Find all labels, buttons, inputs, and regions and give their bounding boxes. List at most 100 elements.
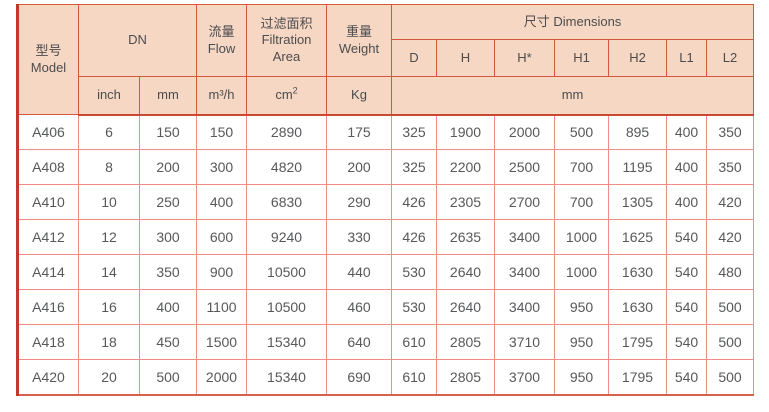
- cell-area: 4820: [246, 149, 327, 185]
- cell-flow: 900: [196, 254, 247, 290]
- cell-dim-h1: 700: [554, 149, 609, 185]
- cell-dn-mm: 400: [139, 289, 197, 325]
- header-flow-zh: 流量: [208, 24, 235, 40]
- header-model: 型号 Model: [17, 4, 79, 115]
- cell-dim-h1: 950: [554, 359, 609, 395]
- cell-dim-d: 530: [391, 254, 437, 290]
- header-filtration-zh: 过滤面积: [260, 16, 313, 32]
- cell-dim-h: 2640: [436, 289, 495, 325]
- header-weight-zh: 重量: [345, 24, 372, 40]
- table-row: A414 14 350 900 10500 440 530 2640 3400 …: [17, 254, 755, 290]
- cell-weight: 640: [326, 324, 392, 360]
- model-cell: A414: [17, 254, 79, 290]
- header-model-en: Model: [30, 59, 67, 75]
- cell-dim-d: 530: [391, 289, 437, 325]
- cell-dim-d: 610: [391, 359, 437, 395]
- cell-flow: 400: [196, 184, 247, 220]
- cell-flow: 1500: [196, 324, 247, 360]
- cell-dn-mm: 250: [139, 184, 197, 220]
- header-dim-hstar: H*: [494, 39, 555, 77]
- header-dim-d: D: [391, 39, 437, 77]
- header-dim-l1: L1: [666, 39, 707, 77]
- table-row: A410 10 250 400 6830 290 426 2305 2700 7…: [17, 184, 755, 220]
- cell-dim-h2: 1625: [608, 219, 667, 255]
- cell-dim-l1: 540: [666, 324, 707, 360]
- cell-dim-l1: 540: [666, 289, 707, 325]
- unit-area-sup: 2: [292, 85, 298, 96]
- header-filtration-area: 过滤面积 Filtration Area: [246, 4, 327, 77]
- cell-dn-inch: 18: [78, 324, 140, 360]
- model-cell: A410: [17, 184, 79, 220]
- cell-dn-mm: 500: [139, 359, 197, 395]
- cell-dim-hstar: 2700: [494, 184, 555, 220]
- cell-dn-inch: 8: [78, 149, 140, 185]
- spec-table-container: 型号 Model DN 流量 Flow 过滤面积 Filtration Area…: [16, 4, 755, 396]
- cell-dn-mm: 150: [139, 114, 197, 150]
- header-model-zh: 型号: [35, 43, 62, 59]
- cell-dim-hstar: 3400: [494, 254, 555, 290]
- cell-dim-h2: 1305: [608, 184, 667, 220]
- cell-dim-h: 2640: [436, 254, 495, 290]
- cell-area: 10500: [246, 289, 327, 325]
- cell-dim-h: 2805: [436, 359, 495, 395]
- cell-flow: 150: [196, 114, 247, 150]
- cell-weight: 440: [326, 254, 392, 290]
- cell-dim-h: 2635: [436, 219, 495, 255]
- cell-dim-hstar: 2000: [494, 114, 555, 150]
- unit-dn-inch: inch: [78, 76, 140, 116]
- cell-dim-l1: 540: [666, 254, 707, 290]
- cell-dim-h1: 1000: [554, 219, 609, 255]
- filter-spec-table: 型号 Model DN 流量 Flow 过滤面积 Filtration Area…: [16, 4, 755, 396]
- cell-flow: 600: [196, 219, 247, 255]
- unit-weight: Kg: [326, 76, 392, 116]
- header-dimensions: 尺寸 Dimensions: [390, 4, 755, 40]
- header-flow: 流量 Flow: [196, 4, 247, 77]
- cell-area: 15340: [246, 324, 327, 360]
- cell-flow: 1100: [196, 289, 247, 325]
- cell-dn-mm: 450: [139, 324, 197, 360]
- table-row: A408 8 200 300 4820 200 325 2200 2500 70…: [17, 149, 755, 185]
- cell-dim-d: 325: [391, 114, 437, 150]
- cell-area: 6830: [246, 184, 327, 220]
- unit-dimensions: mm: [390, 76, 755, 116]
- cell-dim-h: 2200: [436, 149, 495, 185]
- cell-dn-mm: 200: [139, 149, 197, 185]
- cell-dim-h: 2305: [436, 184, 495, 220]
- cell-dim-hstar: 3400: [494, 289, 555, 325]
- cell-area: 10500: [246, 254, 327, 290]
- header-flow-en: Flow: [207, 40, 236, 56]
- table-row: A416 16 400 1100 10500 460 530 2640 3400…: [17, 289, 755, 325]
- cell-area: 9240: [246, 219, 327, 255]
- cell-dim-l2: 500: [705, 359, 755, 395]
- cell-dn-inch: 16: [78, 289, 140, 325]
- model-cell: A420: [17, 359, 79, 395]
- header-dimensions-zh: 尺寸: [523, 13, 550, 29]
- unit-area-base: cm: [275, 87, 293, 103]
- cell-dim-d: 610: [391, 324, 437, 360]
- cell-dim-hstar: 3400: [494, 219, 555, 255]
- header-weight-en: Weight: [338, 40, 380, 56]
- cell-dn-inch: 20: [78, 359, 140, 395]
- cell-dn-mm: 300: [139, 219, 197, 255]
- cell-dim-l1: 400: [666, 184, 707, 220]
- cell-dim-hstar: 2500: [494, 149, 555, 185]
- header-filtration-en: Filtration Area: [261, 32, 312, 64]
- model-cell: A412: [17, 219, 79, 255]
- cell-dn-inch: 14: [78, 254, 140, 290]
- cell-flow: 300: [196, 149, 247, 185]
- cell-dn-inch: 6: [78, 114, 140, 150]
- table-row: A412 12 300 600 9240 330 426 2635 3400 1…: [17, 219, 755, 255]
- cell-area: 2890: [246, 114, 327, 150]
- cell-dim-hstar: 3710: [494, 324, 555, 360]
- cell-flow: 2000: [196, 359, 247, 395]
- model-cell: A418: [17, 324, 79, 360]
- cell-dim-h2: 1195: [608, 149, 667, 185]
- cell-area: 15340: [246, 359, 327, 395]
- cell-dim-h2: 1630: [608, 254, 667, 290]
- cell-dim-d: 325: [391, 149, 437, 185]
- cell-weight: 690: [326, 359, 392, 395]
- cell-dim-h1: 950: [554, 324, 609, 360]
- cell-dim-h1: 700: [554, 184, 609, 220]
- cell-weight: 330: [326, 219, 392, 255]
- table-row: A418 18 450 1500 15340 640 610 2805 3710…: [17, 324, 755, 360]
